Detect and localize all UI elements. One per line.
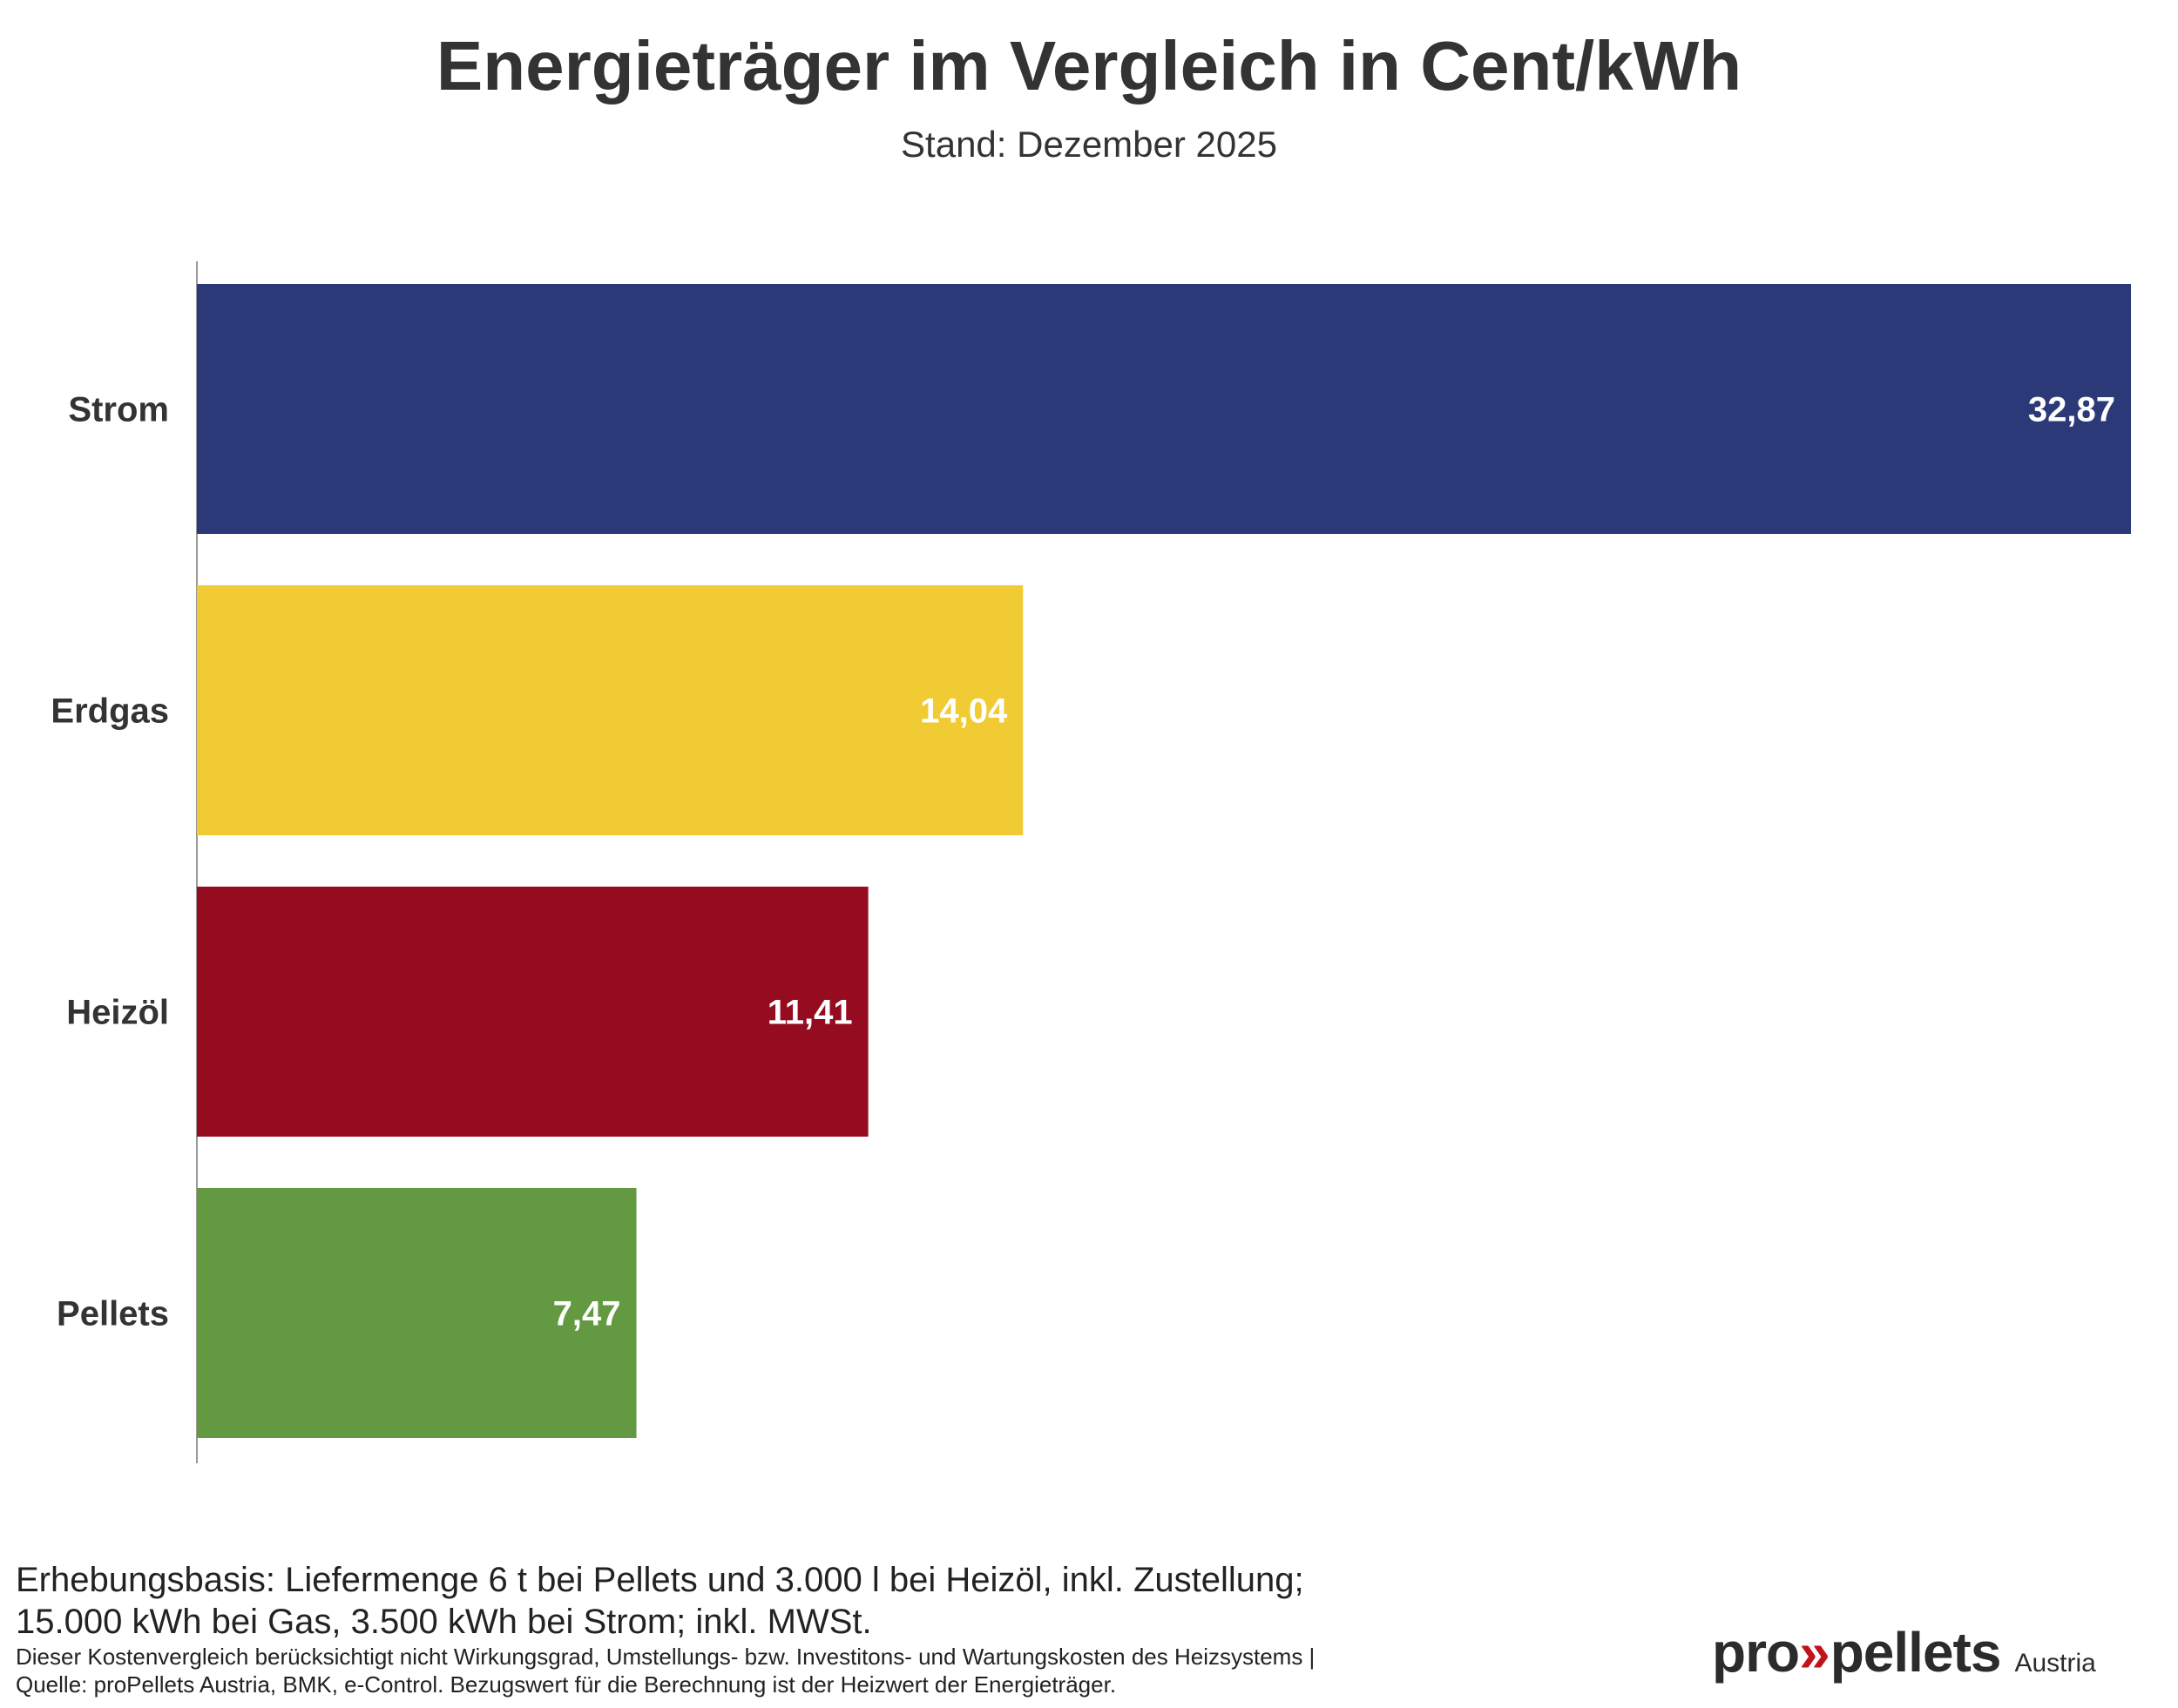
category-label-heiz-l: Heizöl (66, 994, 169, 1032)
footnote-small: Dieser Kostenvergleich berücksichtigt ni… (16, 1643, 1671, 1698)
bar-strom (197, 284, 2131, 534)
value-label-heiz-l: 11,41 (768, 994, 853, 1032)
category-label-pellets: Pellets (57, 1295, 169, 1333)
logo-text-pellets: pellets (1830, 1621, 2002, 1684)
footnote-line-2: 15.000 kWh bei Gas, 3.500 kWh bei Strom;… (16, 1603, 872, 1641)
chart-subtitle: Stand: Dezember 2025 (901, 124, 1277, 165)
bar-heiz-l (197, 887, 869, 1137)
value-label-strom: 32,87 (2028, 391, 2115, 429)
propellets-logo: pro»pellets Austria (1712, 1620, 2096, 1684)
footnote-main: Erhebungsbasis: Liefermenge 6 t bei Pell… (16, 1559, 1671, 1643)
footnote-line-4: Quelle: proPellets Austria, BMK, e-Contr… (16, 1671, 1117, 1698)
value-label-pellets: 7,47 (553, 1295, 621, 1333)
value-label-erdgas: 14,04 (920, 692, 1008, 731)
category-label-erdgas: Erdgas (51, 692, 169, 731)
logo-text-pro: pro (1712, 1621, 1800, 1684)
chart-title: Energieträger im Vergleich in Cent/kWh (436, 27, 1742, 105)
bar-pellets (197, 1188, 637, 1438)
logo-arrows-icon: » (1799, 1621, 1830, 1684)
bars-group (197, 284, 2131, 1438)
category-label-strom: Strom (68, 391, 169, 429)
footnote-line-3: Dieser Kostenvergleich berücksichtigt ni… (16, 1644, 1316, 1670)
bar-chart: Strom 32,87 Erdgas 14,04 Heizöl 11,41 Pellets 7… (51, 261, 2131, 1463)
footnote-line-1: Erhebungsbasis: Liefermenge 6 t bei Pell… (16, 1561, 1304, 1599)
labels-group: Strom 32,87 Erdgas 14,04 Heizöl 11,41 Pellets 7… (51, 391, 2115, 1333)
logo-text-austria: Austria (2014, 1649, 2096, 1678)
bar-erdgas (197, 585, 1024, 835)
